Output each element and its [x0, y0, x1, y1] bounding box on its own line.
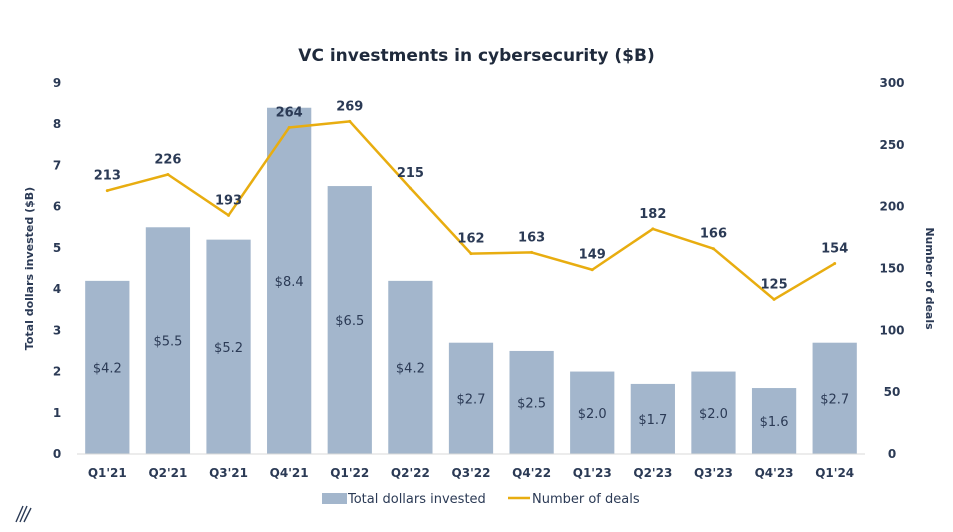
y-tick-label: 3	[53, 323, 61, 337]
deals-value-label: 162	[457, 232, 484, 247]
bar	[388, 280, 433, 454]
deals-point	[530, 250, 534, 254]
x-tick-label: Q1'22	[330, 466, 369, 480]
bar-value-label: $4.2	[396, 361, 425, 376]
chart-title: VC investments in cybersecurity ($B)	[298, 46, 655, 66]
bar-value-label: $1.7	[638, 413, 667, 428]
deals-point	[408, 186, 412, 190]
x-tick-label: Q1'23	[573, 466, 612, 480]
y-tick-label: 5	[53, 241, 61, 255]
bar	[691, 371, 736, 454]
bar-value-label: $5.5	[153, 335, 182, 350]
x-tick-label: Q4'21	[270, 466, 309, 480]
deals-value-label: 163	[518, 230, 545, 245]
deals-value-label: 154	[821, 242, 848, 257]
bar	[145, 227, 191, 454]
bar	[267, 107, 312, 454]
y2-tick-label: 200	[879, 200, 904, 214]
y2-tick-label: 150	[879, 262, 904, 276]
deals-value-label: 182	[639, 207, 666, 222]
x-tick-label: Q4'22	[512, 466, 551, 480]
bar	[630, 383, 675, 454]
x-tick-label: Q2'21	[148, 466, 187, 480]
y-tick-label: 8	[53, 117, 61, 131]
deals-point	[227, 213, 231, 217]
y-tick-label: 6	[53, 200, 61, 214]
bar-value-label: $2.7	[820, 392, 849, 407]
deals-point	[590, 268, 594, 272]
deals-point	[348, 119, 352, 123]
legend-label-bars: Total dollars invested	[347, 492, 486, 507]
deals-point	[166, 173, 170, 177]
y2-axis-label: Number of deals	[923, 227, 936, 330]
deals-value-label: 125	[761, 277, 788, 292]
bar-value-label: $2.0	[578, 407, 607, 422]
deals-point	[287, 126, 291, 130]
bar	[509, 350, 554, 454]
deals-value-label: 193	[215, 193, 242, 208]
y-tick-label: 0	[53, 447, 61, 461]
deals-value-label: 226	[154, 153, 181, 168]
deals-point	[469, 252, 473, 256]
y-tick-label: 1	[53, 406, 61, 420]
x-tick-label: Q1'24	[815, 466, 854, 480]
bar-value-label: $2.7	[457, 392, 486, 407]
bar-value-label: $2.0	[699, 407, 728, 422]
bar-value-label: $2.5	[517, 396, 546, 411]
x-tick-label: Q3'21	[209, 466, 248, 480]
x-tick-label: Q4'23	[755, 466, 794, 480]
deals-value-label: 264	[276, 106, 303, 121]
deals-value-label: 149	[579, 248, 606, 263]
legend-swatch-bars	[322, 493, 347, 504]
y2-tick-label: 0	[888, 447, 896, 461]
deals-point	[711, 247, 715, 251]
y2-tick-label: 50	[884, 385, 901, 399]
y-axis-label: Total dollars invested ($B)	[23, 187, 36, 350]
bar-value-label: $8.4	[275, 275, 304, 290]
deals-point	[772, 297, 776, 301]
x-tick-label: Q3'23	[694, 466, 733, 480]
bar-value-label: $5.2	[214, 341, 243, 356]
deals-value-label: 269	[336, 99, 363, 114]
bar	[751, 388, 797, 454]
deals-point	[833, 262, 837, 266]
legend-label-line: Number of deals	[532, 492, 640, 507]
bar	[327, 186, 372, 455]
x-tick-label: Q1'21	[88, 466, 127, 480]
x-tick-label: Q2'23	[633, 466, 672, 480]
y-tick-label: 4	[53, 282, 61, 296]
bar	[570, 371, 615, 454]
deals-point	[105, 189, 109, 193]
bar	[812, 342, 857, 454]
deals-value-label: 166	[700, 227, 727, 242]
deals-value-label: 213	[94, 169, 121, 184]
deals-point	[651, 227, 655, 231]
bar	[85, 280, 130, 454]
x-tick-label: Q2'22	[391, 466, 430, 480]
bar-value-label: $1.6	[760, 415, 789, 430]
bar-value-label: $4.2	[93, 361, 122, 376]
bar	[448, 342, 494, 454]
x-tick-label: Q3'22	[452, 466, 491, 480]
brand-logo-icon	[15, 505, 32, 523]
deals-value-label: 215	[397, 166, 424, 181]
y-tick-label: 2	[53, 365, 61, 379]
y-tick-label: 7	[53, 158, 61, 172]
y2-tick-label: 300	[879, 76, 904, 90]
y2-tick-label: 100	[879, 323, 904, 337]
y-tick-label: 9	[53, 76, 61, 90]
bar-value-label: $6.5	[335, 314, 364, 329]
bar	[206, 239, 251, 454]
y2-tick-label: 250	[879, 138, 904, 152]
